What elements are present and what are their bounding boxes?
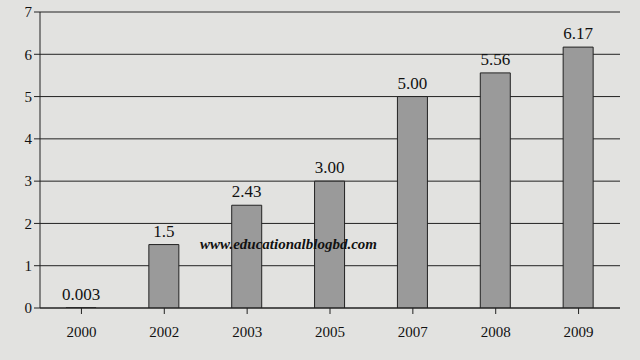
svg-text:2005: 2005 [315, 324, 345, 340]
svg-text:6.17: 6.17 [563, 24, 593, 43]
svg-text:2008: 2008 [481, 324, 511, 340]
svg-text:5: 5 [25, 89, 33, 105]
svg-text:5.56: 5.56 [480, 50, 510, 69]
svg-text:2003: 2003 [232, 324, 262, 340]
svg-text:6: 6 [25, 47, 33, 63]
svg-text:2: 2 [25, 216, 33, 232]
svg-text:2007: 2007 [398, 324, 429, 340]
svg-text:2000: 2000 [66, 324, 96, 340]
svg-text:4: 4 [25, 131, 33, 147]
svg-text:3: 3 [25, 173, 33, 189]
svg-text:2002: 2002 [149, 324, 179, 340]
svg-text:1: 1 [25, 258, 33, 274]
svg-text:7: 7 [25, 4, 33, 20]
svg-text:2.43: 2.43 [232, 182, 262, 201]
svg-text:1.5: 1.5 [153, 222, 174, 241]
svg-text:0: 0 [25, 300, 33, 316]
svg-text:3.00: 3.00 [315, 158, 345, 177]
svg-text:5.00: 5.00 [398, 74, 428, 93]
svg-text:2009: 2009 [564, 324, 594, 340]
html-text:www.educationalblogbd.com: www.educationalblogbd.com [200, 236, 377, 252]
svg-text:0.003: 0.003 [62, 285, 100, 304]
